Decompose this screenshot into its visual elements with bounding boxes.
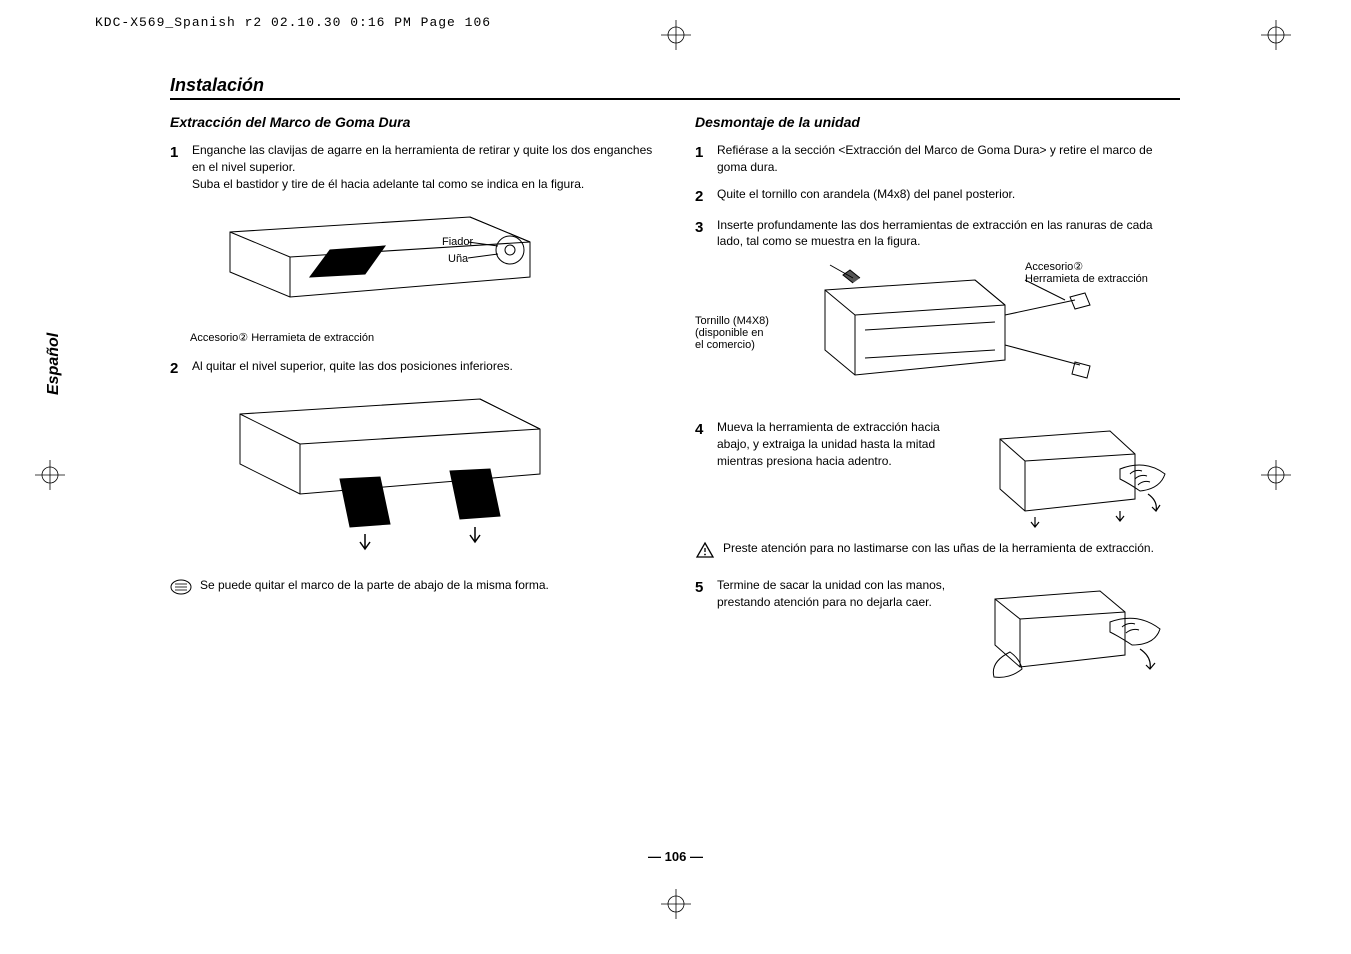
figure1-caption: Accesorio② Herramieta de extracción bbox=[190, 331, 655, 344]
step-text: Enganche las clavijas de agarre en la he… bbox=[192, 142, 655, 192]
label-una: Uña bbox=[448, 253, 469, 265]
section-title: Instalación bbox=[170, 75, 1180, 100]
step-number: 2 bbox=[170, 358, 192, 379]
step-text: Refiérase a la sección <Extracción del M… bbox=[717, 142, 1180, 176]
right-warning: Preste atención para no lastimarse con l… bbox=[695, 541, 1180, 559]
label-fiador: Fiador bbox=[442, 236, 474, 248]
step-text: Al quitar el nivel superior, quite las d… bbox=[192, 358, 655, 379]
registration-mark-left bbox=[30, 455, 70, 495]
figure-frame-removal-top: Fiador Uña Accesorio② Herramieta de extr… bbox=[190, 202, 655, 344]
step-text: Mueva la herramienta de extracción hacia… bbox=[717, 419, 960, 469]
figure-frame-removal-bottom bbox=[190, 389, 655, 564]
figure-unit-removal: Tornillo (M4X8) (disponible en el comerc… bbox=[695, 260, 1180, 405]
right-step-4-row: 4 Mueva la herramienta de extracción hac… bbox=[695, 419, 1180, 529]
step-number: 1 bbox=[695, 142, 717, 176]
label-tornillo: Tornillo (M4X8) (disponible en el comerc… bbox=[695, 315, 790, 351]
warning-icon bbox=[695, 541, 715, 559]
note-icon bbox=[170, 578, 192, 596]
step-number: 1 bbox=[170, 142, 192, 192]
label-accesorio: Accesorio② Herramieta de extracción bbox=[1025, 260, 1148, 285]
step-text: Termine de sacar la unidad con las manos… bbox=[717, 577, 960, 611]
right-subtitle: Desmontaje de la unidad bbox=[695, 114, 1180, 130]
left-step-1: 1 Enganche las clavijas de agarre en la … bbox=[170, 142, 655, 192]
registration-mark-bottom bbox=[656, 884, 696, 924]
left-step-2: 2 Al quitar el nivel superior, quite las… bbox=[170, 358, 655, 379]
registration-mark-right bbox=[1256, 455, 1296, 495]
step-number: 3 bbox=[695, 217, 717, 251]
note-text: Se puede quitar el marco de la parte de … bbox=[200, 578, 549, 592]
registration-mark-top-right bbox=[1256, 15, 1296, 55]
figure-hands-pull-mid bbox=[980, 419, 1180, 529]
step-text: Inserte profundamente las dos herramient… bbox=[717, 217, 1180, 251]
registration-mark-top bbox=[656, 15, 696, 55]
step-number: 2 bbox=[695, 186, 717, 207]
left-column: Extracción del Marco de Goma Dura 1 Enga… bbox=[170, 114, 655, 697]
right-step-1: 1 Refiérase a la sección <Extracción del… bbox=[695, 142, 1180, 176]
right-step-5-row: 5 Termine de sacar la unidad con las man… bbox=[695, 577, 1180, 687]
step-number: 4 bbox=[695, 419, 717, 469]
page-number: — 106 — bbox=[648, 849, 703, 864]
page-content: Instalación Extracción del Marco de Goma… bbox=[170, 75, 1180, 875]
warning-text: Preste atención para no lastimarse con l… bbox=[723, 541, 1154, 555]
figure-hands-pull-out bbox=[980, 577, 1180, 687]
right-step-2: 2 Quite el tornillo con arandela (M4x8) … bbox=[695, 186, 1180, 207]
right-column: Desmontaje de la unidad 1 Refiérase a la… bbox=[695, 114, 1180, 697]
print-header: KDC-X569_Spanish r2 02.10.30 0:16 PM Pag… bbox=[95, 15, 491, 30]
right-step-3: 3 Inserte profundamente las dos herramie… bbox=[695, 217, 1180, 251]
left-note: Se puede quitar el marco de la parte de … bbox=[170, 578, 655, 596]
step-number: 5 bbox=[695, 577, 717, 611]
left-subtitle: Extracción del Marco de Goma Dura bbox=[170, 114, 655, 130]
language-tab: Español bbox=[45, 333, 63, 395]
step-text: Quite el tornillo con arandela (M4x8) de… bbox=[717, 186, 1180, 207]
